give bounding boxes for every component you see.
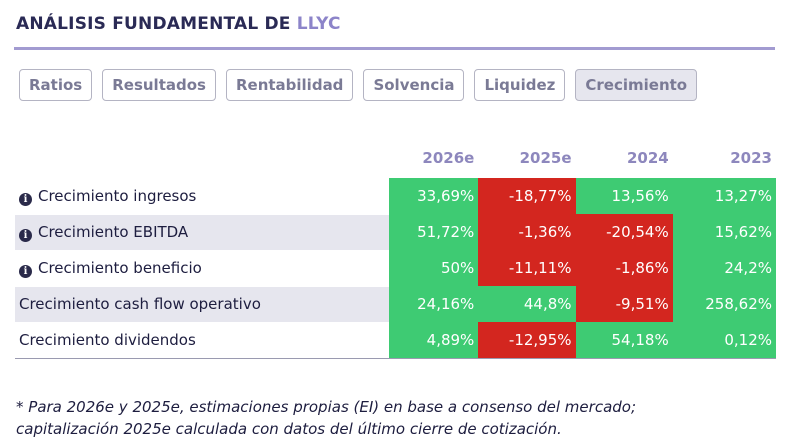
value-cell: 13,56%	[575, 178, 673, 214]
row-label-text: Crecimiento cash flow operativo	[19, 295, 261, 313]
page-header: ANÁLISIS FUNDAMENTAL DE LLYC	[16, 14, 341, 44]
ticker-symbol: LLYC	[296, 14, 341, 34]
value-cell: -12,95%	[478, 322, 576, 359]
tab-bar: Ratios Resultados Rentabilidad Solvencia…	[19, 69, 698, 101]
header-spacer	[15, 140, 389, 178]
value-cell: 0,12%	[672, 322, 776, 359]
row-label: i Crecimiento ingresos	[15, 177, 389, 214]
table-row: i Crecimiento EBITDA 51,72% -1,36% -20,54% 15…	[15, 213, 776, 250]
row-label-text: Crecimiento ingresos	[38, 186, 197, 205]
row-label-text: Crecimiento beneficio	[38, 258, 202, 277]
footnote-line: capitalización 2025e calculada con datos…	[16, 420, 562, 438]
footnote-line: * Para 2026e y 2025e, estimaciones propi…	[16, 398, 637, 416]
page-title: ANÁLISIS FUNDAMENTAL DE LLYC	[16, 14, 341, 34]
info-icon[interactable]: i	[19, 192, 32, 206]
table-header-row: 2026e 2025e 2024 2023	[15, 140, 776, 178]
table-row: Crecimiento dividendos 4,89% -12,95% 54,18%…	[15, 321, 776, 359]
value-cell: -11,11%	[478, 250, 576, 286]
tab-ratios[interactable]: Ratios	[19, 69, 93, 101]
value-cell: 4,89%	[389, 322, 479, 359]
value-cell: -1,36%	[478, 214, 576, 250]
row-label-text: Crecimiento dividendos	[19, 331, 196, 349]
row-label-text: Crecimiento EBITDA	[38, 222, 189, 241]
column-header: 2023	[730, 149, 772, 167]
value-cell: 13,27%	[672, 178, 776, 214]
value-cell: -9,51%	[575, 286, 673, 322]
table-row: i Crecimiento beneficio 50% -11,11% -1,86% 24…	[15, 249, 776, 286]
table-row: i Crecimiento ingresos 33,69% -18,77% 13,56%…	[15, 177, 776, 214]
value-cell: 54,18%	[575, 322, 673, 359]
title-text: ANÁLISIS FUNDAMENTAL DE	[16, 14, 297, 34]
tab-liquidez[interactable]: Liquidez	[474, 69, 566, 101]
tab-rentabilidad[interactable]: Rentabilidad	[225, 69, 354, 101]
column-header: 2025e	[519, 149, 572, 167]
info-icon[interactable]: i	[19, 264, 32, 278]
value-cell: -20,54%	[575, 214, 673, 250]
value-cell: 50%	[389, 250, 479, 286]
row-label: i Crecimiento EBITDA	[15, 213, 389, 250]
info-icon[interactable]: i	[19, 228, 32, 242]
value-cell: -18,77%	[478, 178, 576, 214]
value-cell: -1,86%	[575, 250, 673, 286]
footnote: * Para 2026e y 2025e, estimaciones propi…	[16, 396, 716, 440]
row-label: Crecimiento cash flow operativo	[15, 285, 389, 322]
title-divider	[14, 47, 775, 50]
tab-resultados[interactable]: Resultados	[102, 69, 216, 101]
value-cell: 258,62%	[672, 286, 776, 322]
growth-table: 2026e 2025e 2024 2023 i Crecimiento ingre…	[15, 140, 776, 359]
value-cell: 24,2%	[672, 250, 776, 286]
value-cell: 44,8%	[478, 286, 576, 322]
row-label: Crecimiento dividendos	[15, 321, 389, 359]
value-cell: 15,62%	[672, 214, 776, 250]
row-label: i Crecimiento beneficio	[15, 249, 389, 286]
column-header: 2024	[626, 149, 669, 167]
table-row: Crecimiento cash flow operativo 24,16% 44,…	[15, 285, 776, 322]
value-cell: 51,72%	[389, 214, 479, 250]
value-cell: 24,16%	[389, 286, 479, 322]
tab-crecimiento[interactable]: Crecimiento	[575, 69, 698, 101]
tab-solvencia[interactable]: Solvencia	[363, 69, 465, 101]
column-header: 2026e	[422, 149, 475, 167]
value-cell: 33,69%	[389, 178, 479, 214]
